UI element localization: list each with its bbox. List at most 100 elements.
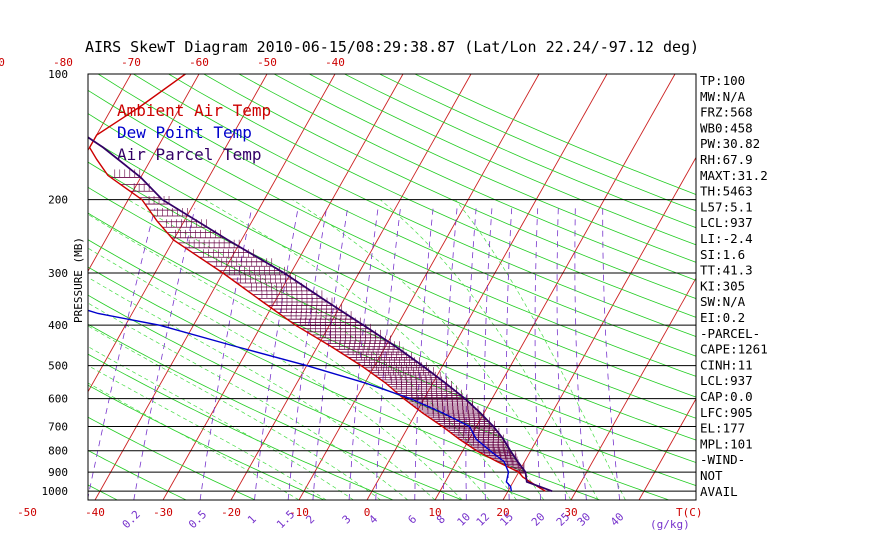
isotherm-line (88, 74, 200, 272)
dewpoint-temperature-line (88, 309, 513, 492)
mixing-ratio-tick: 3 (340, 513, 354, 527)
temperature-unit-label: T(C) (676, 506, 703, 519)
mixing-ratio-line (443, 208, 458, 500)
isotherm-line (88, 74, 132, 152)
top-temperature-tick: -70 (121, 56, 141, 69)
sounding-index: EI:0.2 (700, 310, 745, 325)
mixing-ratio-tick: 40 (608, 510, 627, 529)
bottom-temperature-tick: 30 (564, 506, 577, 519)
plot-frame (87, 73, 697, 501)
moist-adiabat-line (204, 199, 545, 500)
dry-adiabat-line (168, 74, 696, 318)
mixing-ratio-tick: 12 (474, 510, 493, 529)
sounding-index: WB0:458 (700, 120, 753, 135)
dry-adiabat-line (309, 74, 696, 246)
pressure-tick-label: 900 (48, 466, 68, 479)
sounding-index: LCL:937 (700, 215, 753, 230)
mixing-ratio-line (199, 208, 253, 500)
sounding-index: SI:1.6 (700, 247, 745, 262)
top-temperature-tick: -80 (53, 56, 73, 69)
pressure-tick-label: 800 (48, 445, 68, 458)
pressure-tick-label: 700 (48, 421, 68, 434)
pressure-tick-label: 300 (48, 267, 68, 280)
bottom-temperature-tick: 10 (428, 506, 441, 519)
isotherm-line (88, 74, 268, 393)
sounding-index: MAXT:31.2 (700, 168, 768, 183)
sounding-index: CAP:0.0 (700, 389, 753, 404)
mixing-ratio-line (556, 208, 566, 500)
isotherm-line (570, 277, 696, 500)
dry-adiabat-line (379, 74, 696, 212)
legend-entry: Dew Point Temp (117, 123, 252, 142)
mixing-ratio-line (534, 208, 542, 500)
mixing-ratio-tick: 6 (405, 513, 419, 527)
bottom-temperature-tick: -30 (153, 506, 173, 519)
sounding-index: NOT (700, 468, 723, 483)
sounding-index: RH:67.9 (700, 152, 753, 167)
moist-adiabat-line (88, 213, 490, 500)
dry-adiabat-line (88, 186, 696, 463)
moist-adiabat-line (88, 365, 327, 500)
sounding-index: MPL:101 (700, 436, 753, 451)
legend-entry: Ambient Air Temp (117, 101, 271, 120)
sounding-index: LI:-2.4 (700, 231, 753, 246)
dry-adiabat-line (88, 416, 256, 500)
moist-adiabat-line (88, 382, 300, 500)
dry-adiabat-line (133, 74, 696, 337)
dry-adiabat-line (88, 353, 394, 500)
sounding-index: MW:N/A (700, 89, 746, 104)
moist-adiabat-line (88, 276, 436, 500)
bottom-temperature-tick: -10 (289, 506, 309, 519)
isotherm-line (502, 156, 696, 500)
mixing-ratio-line (348, 208, 379, 500)
top-temperature-ticks: -120-110-100-90-80-70-60-50-40 (0, 56, 345, 69)
sounding-series (88, 74, 553, 493)
mixing-ratio-line (465, 208, 477, 500)
mixing-ratio-tick: 0.5 (186, 508, 209, 531)
bottom-temperature-tick: 20 (496, 506, 509, 519)
mixing-ratio-tick: 1 (245, 513, 259, 527)
pressure-tick-label: 400 (48, 319, 68, 332)
bottom-temperature-ticks: -50 -40 -30 -20 -10 0 10 20 30 (17, 506, 578, 519)
dry-adiabat-line (203, 74, 696, 300)
pressure-tick-label: 500 (48, 360, 68, 373)
dry-adiabat-line (238, 74, 696, 281)
legend: Ambient Air Temp Dew Point Temp Air Parcel… (117, 101, 271, 164)
isotherm-line (230, 74, 472, 500)
moist-adiabat-line (88, 247, 463, 500)
moist-adiabat-line (88, 302, 409, 500)
sounding-index: -PARCEL- (700, 326, 760, 341)
dry-adiabat-line (88, 484, 118, 500)
top-temperature-tick: -60 (189, 56, 209, 69)
mixing-ratio-ticks: 0.2 0.5 1 1.5 2 3 4 6 8 10 12 15 20 25 30 40 (120, 508, 627, 531)
ambient-temperature-line (88, 74, 546, 492)
dry-adiabat-line (88, 323, 463, 500)
isotherm-line (94, 74, 336, 500)
dry-adiabat-line (88, 239, 670, 500)
legend-entry: Air Parcel Temp (117, 145, 262, 164)
dry-adiabat-line (88, 294, 532, 500)
mixing-ratio-line (414, 208, 434, 500)
isotherm-lines (88, 74, 696, 500)
sounding-index: SW:N/A (700, 294, 746, 309)
mixing-ratio-line (375, 208, 401, 500)
dry-adiabat-line (88, 384, 325, 500)
sounding-index: TT:41.3 (700, 263, 753, 278)
bottom-temperature-tick: -40 (85, 506, 105, 519)
moist-adiabat-line (455, 199, 626, 500)
sounding-index: PW:30.82 (700, 136, 760, 151)
sounding-index: AVAIL (700, 484, 738, 499)
moist-adiabat-line (292, 199, 572, 500)
cape-hatching (110, 169, 526, 474)
mixing-ratio-line (574, 208, 587, 500)
moist-adiabat-line (127, 199, 517, 500)
mixing-ratio-line (88, 208, 156, 500)
dry-adiabat-line (88, 449, 187, 500)
sounding-index: L57:5.1 (700, 199, 753, 214)
isotherm-line (638, 397, 696, 500)
parcel-temperature-line (88, 136, 553, 493)
sounding-index: TP:100 (700, 73, 745, 88)
chart-title: AIRS SkewT Diagram 2010-06-15/08:29:38.8… (85, 38, 699, 56)
sounding-index: LCL:937 (700, 373, 753, 388)
